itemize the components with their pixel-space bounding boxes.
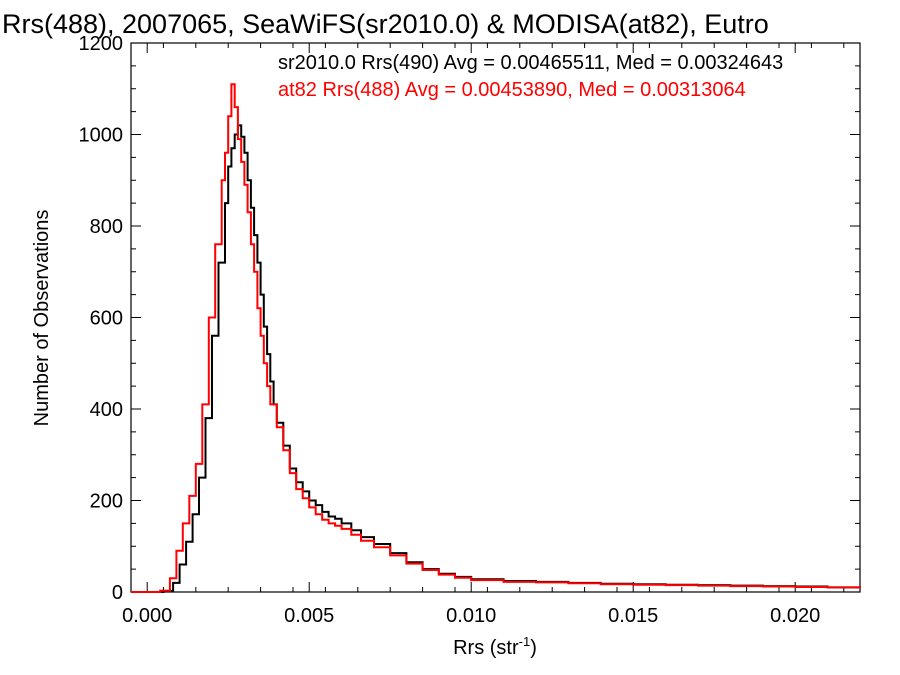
- y-tick-label: 400: [90, 399, 123, 421]
- y-tick-label: 200: [90, 491, 123, 513]
- y-tick-label: 1000: [79, 125, 124, 147]
- x-axis-label-sup: -1: [519, 634, 531, 649]
- y-tick-label: 800: [90, 216, 123, 238]
- legend-entry-black: sr2010.0 Rrs(490) Avg = 0.00465511, Med …: [278, 52, 783, 74]
- x-axis-label-base: Rrs (str: [453, 637, 519, 659]
- series-line-red: [131, 83, 861, 593]
- x-axis-label-tail: ): [530, 637, 537, 659]
- x-axis-ticks: 0.000 0.005 0.010 0.015 0.020: [122, 43, 845, 627]
- x-tick-label: 0.015: [608, 605, 658, 627]
- series-line-black: [131, 124, 861, 593]
- legend-entry-red: at82 Rrs(488) Avg = 0.00453890, Med = 0.…: [278, 79, 746, 101]
- x-tick-label: 0.020: [770, 605, 820, 627]
- y-tick-label: 600: [90, 308, 123, 330]
- y-axis-ticks: 0 200 400 600 800 1000 1200: [79, 33, 860, 604]
- x-tick-label: 0.010: [446, 605, 496, 627]
- chart-title: Rrs(488), 2007065, SeaWiFS(sr2010.0) & M…: [2, 9, 769, 39]
- series-layer: [131, 83, 861, 593]
- y-tick-label: 1200: [79, 33, 124, 55]
- x-tick-label: 0.000: [122, 605, 172, 627]
- x-tick-label: 0.005: [284, 605, 334, 627]
- x-axis-label: Rrs (str-1): [453, 634, 537, 659]
- y-tick-label: 0: [112, 582, 123, 604]
- legend: sr2010.0 Rrs(490) Avg = 0.00465511, Med …: [278, 52, 783, 101]
- y-axis-label: Number of Observations: [31, 210, 53, 427]
